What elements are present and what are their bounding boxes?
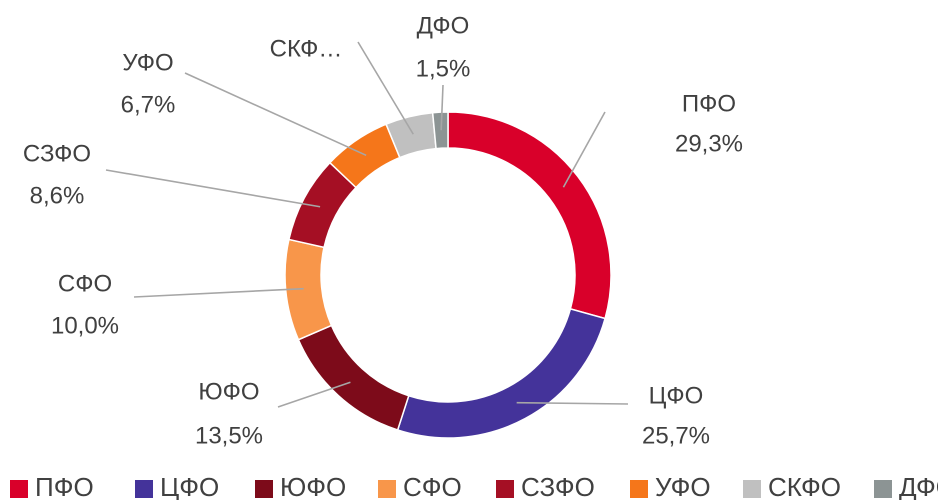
legend: ПФО ЦФО ЮФО СФО СЗФО УФО СКФО ДФО	[10, 472, 938, 500]
donut-slice-юфо	[297, 324, 410, 431]
legend-swatch-скфо	[743, 480, 761, 498]
legend-label-сфо: СФО	[403, 472, 462, 500]
slice-label-дфо: ДФО	[417, 12, 470, 39]
leader-line-юфо	[277, 381, 351, 408]
slice-value-дфо: 1,5%	[416, 55, 471, 82]
slice-value-цфо: 25,7%	[642, 422, 710, 449]
legend-item-скфо: СКФО	[743, 472, 841, 500]
legend-swatch-пфо	[10, 480, 28, 498]
leader-line-дфо	[440, 84, 444, 131]
leader-line-сзфо	[105, 169, 321, 208]
leader-lines	[105, 41, 629, 408]
legend-swatch-уфо	[630, 480, 648, 498]
slice-label-юфо: ЮФО	[198, 378, 259, 405]
legend-item-уфо: УФО	[630, 472, 711, 500]
slice-label-цфо: ЦФО	[649, 382, 704, 409]
slice-value-сфо: 10,0%	[51, 312, 119, 339]
slice-value-юфо: 13,5%	[195, 422, 263, 449]
legend-item-пфо: ПФО	[10, 472, 94, 500]
legend-label-уфо: УФО	[655, 472, 711, 500]
slice-label-скфо: СКФ…	[270, 35, 343, 62]
leader-line-цфо	[516, 401, 629, 405]
legend-label-юфо: ЮФО	[280, 472, 346, 500]
leader-line-скфо	[357, 41, 414, 135]
legend-label-сзфо: СЗФО	[521, 472, 595, 500]
donut-slice-дфо	[431, 111, 449, 150]
slice-label-уфо: УФО	[122, 49, 173, 76]
legend-swatch-цфо	[135, 480, 153, 498]
legend-label-пфо: ПФО	[35, 472, 94, 500]
legend-label-скфо: СКФО	[768, 472, 841, 500]
donut-slice-пфо	[447, 111, 612, 320]
legend-swatch-юфо	[255, 480, 273, 498]
slice-label-сфо: СФО	[58, 270, 112, 297]
legend-item-сзфо: СЗФО	[496, 472, 595, 500]
slice-value-сзфо: 8,6%	[30, 182, 85, 209]
legend-swatch-сфо	[378, 480, 396, 498]
legend-item-цфо: ЦФО	[135, 472, 219, 500]
legend-item-сфо: СФО	[378, 472, 462, 500]
slice-label-сзфо: СЗФО	[23, 140, 91, 167]
slice-value-уфо: 6,7%	[121, 91, 176, 118]
leader-line-сфо	[133, 287, 304, 298]
leader-line-пфо	[562, 111, 606, 188]
leader-line-уфо	[184, 72, 367, 157]
legend-label-дфо: ДФО	[899, 472, 938, 500]
legend-swatch-дфо	[874, 480, 892, 498]
slice-label-пфо: ПФО	[682, 90, 736, 117]
legend-label-цфо: ЦФО	[160, 472, 219, 500]
donut-ring	[284, 111, 612, 439]
legend-item-юфо: ЮФО	[255, 472, 346, 500]
data-labels: ПФО 29,3% ЦФО 25,7% ЮФО 13,5% СФО 10,0% СЗФО 8,6%…	[23, 12, 743, 449]
slice-value-пфо: 29,3%	[675, 130, 743, 157]
donut-slice-цфо	[396, 307, 607, 439]
legend-item-дфо: ДФО	[874, 472, 938, 500]
legend-swatch-сзфо	[496, 480, 514, 498]
